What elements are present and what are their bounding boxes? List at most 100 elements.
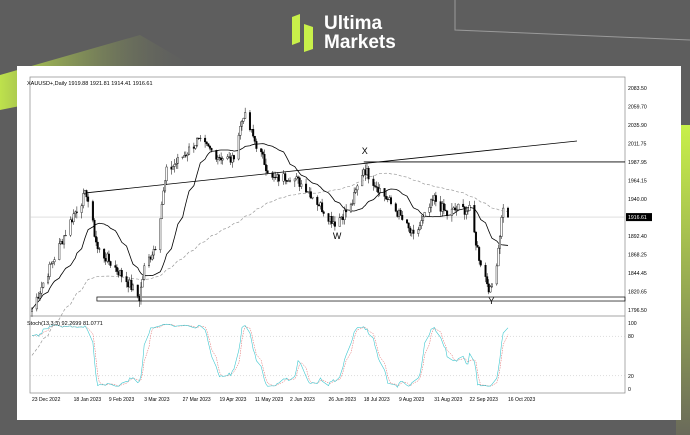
- candle: [226, 156, 229, 159]
- candle: [377, 187, 380, 193]
- x-tick-label: 27 Mar 2023: [183, 397, 211, 403]
- candle: [207, 143, 210, 147]
- candle: [159, 218, 162, 251]
- candle: [208, 145, 211, 149]
- candle: [263, 154, 266, 165]
- candle: [330, 216, 333, 224]
- candle: [138, 295, 141, 302]
- candle: [468, 205, 471, 211]
- candle: [373, 185, 376, 187]
- candle: [428, 207, 431, 213]
- y-tick-label: 1820.65: [628, 289, 647, 295]
- candle: [372, 178, 375, 186]
- candle: [441, 203, 444, 212]
- candle: [298, 177, 301, 187]
- candle: [311, 196, 314, 199]
- candle: [80, 205, 83, 213]
- candle: [237, 135, 240, 160]
- candle: [199, 137, 202, 139]
- candle: [439, 201, 442, 212]
- candle: [40, 287, 43, 294]
- candle: [349, 203, 352, 213]
- candle: [271, 172, 274, 178]
- chart-card: 2083.50 2059.70 2035.90 2011.75 1987.95 1964.…: [17, 66, 681, 420]
- candle: [386, 198, 389, 200]
- candle: [409, 227, 412, 234]
- annotation-x: X: [362, 146, 368, 156]
- candle: [160, 204, 163, 220]
- candle: [407, 222, 410, 229]
- candle: [252, 129, 255, 137]
- candle: [59, 241, 62, 244]
- candle: [308, 191, 311, 193]
- candle: [30, 308, 33, 312]
- candle: [338, 217, 341, 227]
- candle: [205, 141, 208, 144]
- y-tick-label: 2035.90: [628, 123, 647, 129]
- trend-line: [86, 140, 578, 194]
- candle: [282, 173, 285, 182]
- candle: [74, 211, 77, 215]
- candle: [333, 221, 336, 227]
- candle: [430, 199, 433, 208]
- candle: [107, 253, 110, 262]
- candle: [151, 254, 154, 260]
- candle: [162, 190, 165, 205]
- candle: [442, 203, 445, 211]
- x-tick-label: 26 Jun 2023: [328, 397, 356, 403]
- brand-name-line1: Ultima: [324, 13, 383, 34]
- candle: [250, 129, 253, 131]
- x-tick-label: 9 Feb 2023: [109, 397, 135, 403]
- candle: [388, 197, 391, 200]
- candle: [215, 150, 218, 160]
- y-tick-label: 2083.50: [628, 86, 647, 92]
- stoch-d-line: [31, 324, 509, 387]
- candle: [289, 180, 292, 182]
- candle: [136, 284, 139, 297]
- candle: [147, 256, 150, 267]
- candle: [319, 202, 322, 207]
- candle: [502, 207, 505, 218]
- candle: [434, 195, 437, 202]
- candle: [143, 265, 146, 280]
- candle: [35, 296, 38, 310]
- x-tick-label: 31 Aug 2023: [434, 397, 462, 403]
- candle: [149, 256, 152, 260]
- candle: [172, 166, 175, 170]
- candle: [85, 190, 88, 198]
- candle: [489, 286, 492, 293]
- candle: [119, 270, 122, 276]
- candle: [93, 219, 96, 237]
- candle: [98, 248, 101, 250]
- last-price-badge: [626, 213, 652, 222]
- candle: [194, 144, 197, 149]
- candle: [474, 231, 477, 246]
- candle: [53, 259, 56, 263]
- candle: [390, 197, 393, 204]
- candle: [345, 209, 348, 213]
- stoch-tick-label: 80: [628, 334, 634, 340]
- candle: [356, 185, 359, 191]
- candle: [244, 112, 247, 119]
- candle: [152, 249, 155, 256]
- candle: [412, 229, 415, 234]
- candle: [165, 166, 168, 182]
- candle: [39, 292, 42, 299]
- candle: [64, 234, 67, 237]
- candle: [103, 248, 106, 259]
- x-tick-label: 3 Mar 2023: [144, 397, 170, 403]
- candle: [188, 146, 191, 155]
- candle: [125, 276, 128, 283]
- stoch-tick-label: 0: [628, 387, 631, 393]
- annotation-y: Y: [488, 296, 494, 306]
- price-chart: 2083.50 2059.70 2035.90 2011.75 1987.95 1964.…: [27, 76, 652, 403]
- candle: [186, 153, 189, 156]
- logo-icon: [292, 14, 313, 52]
- candle: [42, 282, 45, 288]
- candle: [261, 151, 264, 155]
- candle: [362, 169, 365, 176]
- annotation-w: W: [333, 231, 342, 241]
- candle: [239, 126, 242, 136]
- candle: [452, 207, 455, 210]
- candle: [184, 155, 187, 157]
